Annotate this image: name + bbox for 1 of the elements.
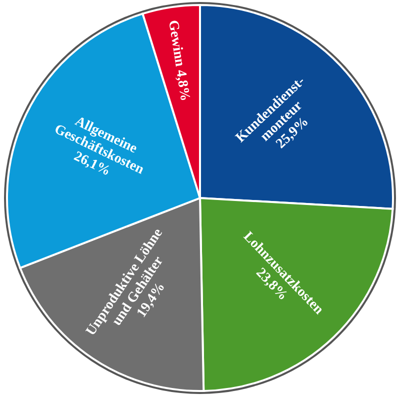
slice-label: Gewinn 4,8% xyxy=(166,19,193,102)
